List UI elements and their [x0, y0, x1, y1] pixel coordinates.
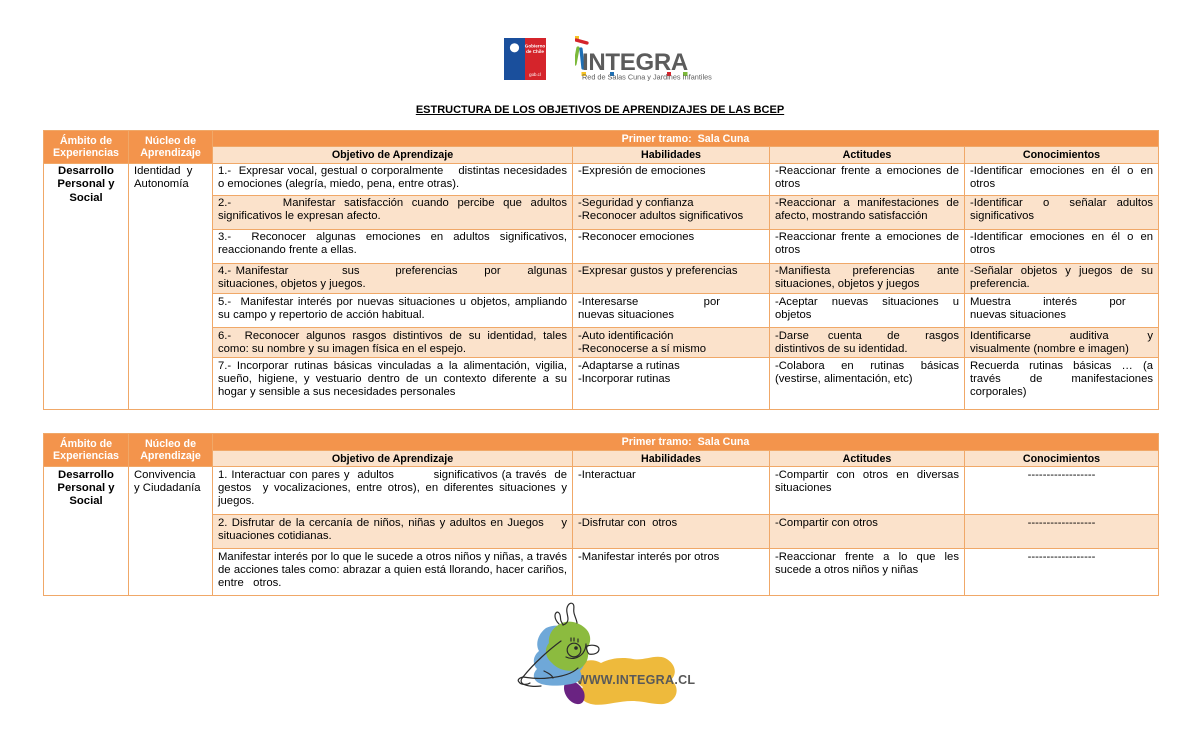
svg-text:Red de Salas Cuna y Jardines I: Red de Salas Cuna y Jardines Infantiles	[582, 73, 712, 82]
svg-text:gob.cl: gob.cl	[529, 72, 541, 77]
svg-text:WWW.INTEGRA.CL: WWW.INTEGRA.CL	[577, 673, 696, 687]
svg-text:de Chile: de Chile	[526, 49, 544, 54]
svg-text:Gobierno: Gobierno	[525, 43, 546, 48]
